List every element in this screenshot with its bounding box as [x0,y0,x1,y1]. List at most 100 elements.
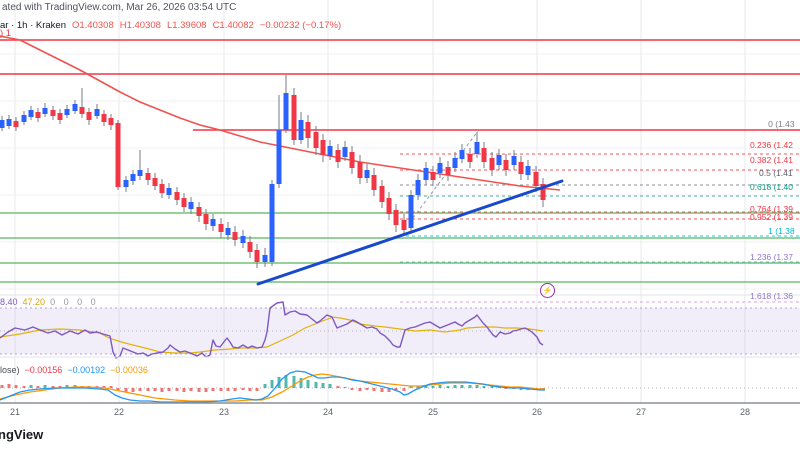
macd-histogram-bar [29,385,33,388]
macd-histogram-bar [431,386,435,388]
macd-histogram-bar [409,386,413,388]
candle [474,142,480,154]
macd-histogram-bar [153,388,157,391]
macd-histogram-bar [226,388,230,391]
macd-histogram-bar [241,388,245,390]
candle [298,120,304,140]
candle [225,228,231,235]
candle [101,114,107,122]
macd-histogram-bar [358,388,362,391]
lightning-icon[interactable]: ⚡ [540,283,555,298]
candle [254,250,260,262]
candle [518,162,524,174]
candle [283,93,289,130]
macd-histogram-bar [65,385,69,388]
macd-histogram-bar [146,388,150,391]
candle [401,220,407,230]
candle [94,109,100,116]
candle [0,120,5,128]
time-axis-label: 22 [114,407,125,417]
macd-histogram-bar [475,385,479,388]
candle [379,186,385,202]
fib-level-label: 1 (1.38 [768,226,795,236]
ascending-trendline [256,179,564,286]
macd-histogram-bar [299,378,303,388]
candle [42,108,48,114]
macd-histogram-bar [43,385,47,388]
candle [210,219,216,226]
candle [305,122,311,138]
candle [511,156,517,165]
macd-histogram-bar [167,388,171,391]
macd-histogram-bar [394,388,398,391]
macd-histogram-bar [314,382,318,388]
macd-histogram-bar [7,384,11,388]
time-axis-label: 24 [323,407,334,417]
candle [232,232,238,240]
macd-histogram-bar [416,386,420,388]
candle [481,148,487,162]
candle [423,168,429,180]
candle [357,162,363,178]
symbol-legend: ar · 1h · Kraken O1.40308 H1.40308 L1.39… [0,20,341,31]
macd-histogram-bar [204,388,208,392]
macd-histogram-bar [58,386,62,388]
macd-histogram-bar [343,387,347,388]
candle [452,158,458,168]
candle [327,146,333,156]
macd-histogram-bar [387,388,391,392]
macd-line [0,370,545,403]
candle [313,132,319,148]
candle [467,154,473,162]
macd-histogram-bar [402,388,406,391]
symbol-title[interactable]: ar · 1h · Kraken [0,20,66,31]
time-axis-label: 28 [740,407,751,417]
ohlc-high: H1.40308 [119,20,161,31]
time-axis-label: 26 [532,407,543,417]
candle [123,180,129,187]
fib-level-label: 1.236 (1.37 [749,252,793,262]
candle [364,170,370,178]
candle [496,155,502,165]
credit-text: ated with TradingView.com, Mar 26, 2026 … [2,2,237,13]
fib-level-label: 0.382 (1.41 [749,155,793,165]
macd-histogram-bar [365,388,369,390]
macd-signal-value: −0.00036 [110,365,148,375]
rsi-ma-line [0,316,544,354]
candle [57,113,63,120]
macd-histogram-bar [306,380,310,388]
time-axis-label: 23 [219,407,230,417]
candle [291,95,297,140]
macd-histogram-bar [519,388,523,390]
macd-legend: lose) −0.00156 −0.00192 −0.00036 [0,365,148,375]
macd-histogram-bar [197,388,201,392]
candle [218,224,224,232]
macd-histogram-bar [490,386,494,388]
macd-histogram-bar [460,385,464,388]
tradingview-logo[interactable]: ngView [0,427,44,442]
candle [35,112,41,118]
candle [540,184,546,200]
fib-level-label: 1.618 (1.36 [749,291,793,301]
candle [247,242,253,252]
candle [203,214,209,224]
macd-histogram-bar [0,385,4,388]
rsi-extra-values: 0 0 0 0 [50,297,99,307]
macd-histogram-bar [321,383,325,388]
candle [503,160,509,170]
time-axis-label: 25 [428,407,439,417]
macd-histogram-bar [211,388,215,391]
macd-histogram-bar [124,388,128,392]
candle [64,109,70,115]
macd-histogram-bar [424,385,428,388]
macd-histogram-bar [109,386,113,388]
candle [276,130,282,184]
candle [269,184,275,262]
candle [50,110,56,116]
candle [525,166,531,175]
macd-histogram-bar [328,384,332,388]
candle [459,150,465,159]
candle [21,115,27,122]
